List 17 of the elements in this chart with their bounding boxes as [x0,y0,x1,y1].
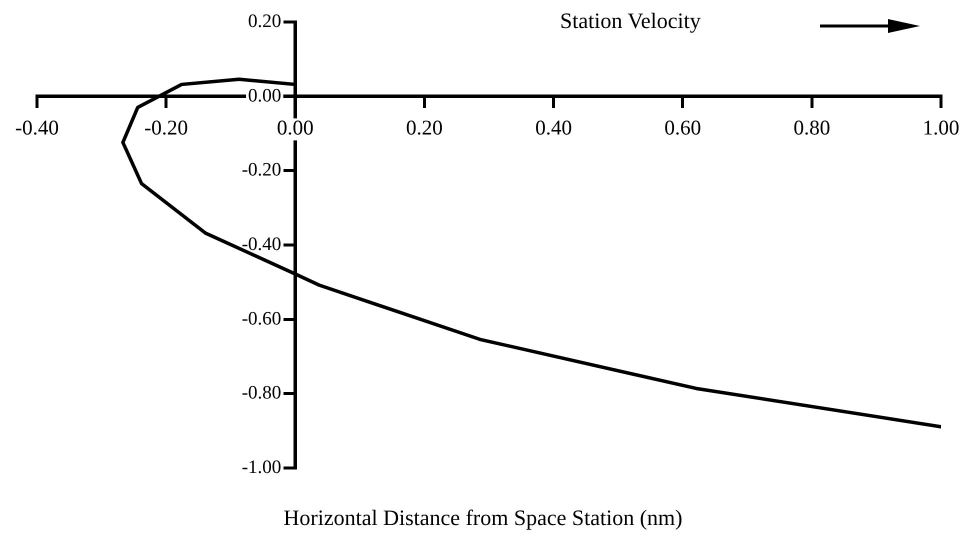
x-tick-label: 1.00 [922,115,960,140]
x-axis-title: Horizontal Distance from Space Station (nm) [282,505,684,531]
y-tick-label: -0.20 [242,160,282,181]
y-tick-label: -0.60 [242,308,282,330]
x-tick-label: 0.60 [664,115,702,140]
y-tick-label: -0.80 [242,382,282,404]
y-tick-label: 0.20 [248,10,282,32]
x-tick-label: -0.40 [15,115,59,140]
y-tick-label: 0.00 [248,85,282,106]
x-tick-label: 0.00 [276,115,314,140]
y-tick-label: -0.40 [242,234,282,255]
x-tick-label: 0.20 [406,115,443,140]
y-tick-label: -1.00 [242,456,282,478]
x-tick-label: 0.80 [793,115,830,140]
x-tick-label: -0.20 [144,115,188,140]
annotation: Station Velocity [560,8,701,34]
x-tick-label: 0.40 [535,115,572,140]
